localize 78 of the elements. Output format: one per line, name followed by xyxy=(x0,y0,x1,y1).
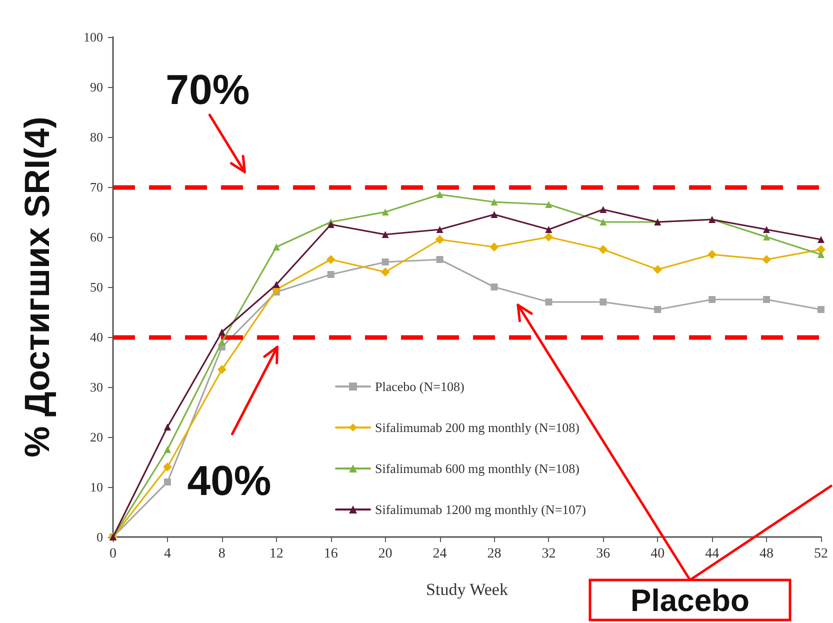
x-axis-title: Study Week xyxy=(426,580,508,599)
x-tick-label: 16 xyxy=(324,546,338,562)
point xyxy=(600,298,607,306)
x-tick-label: 20 xyxy=(378,546,392,562)
x-tick-label: 32 xyxy=(542,546,556,562)
point xyxy=(272,281,280,288)
ref-line-label: 40% xyxy=(187,457,272,504)
y-tick-label: 70 xyxy=(90,180,103,194)
point xyxy=(598,245,608,254)
point xyxy=(544,232,554,242)
point xyxy=(818,236,824,243)
point xyxy=(382,231,389,238)
point xyxy=(763,296,770,303)
point xyxy=(382,208,389,216)
point xyxy=(763,234,770,240)
y-tick-label: 80 xyxy=(90,130,103,144)
x-tick-label: 44 xyxy=(705,546,720,562)
x-tick-label: 28 xyxy=(487,546,502,562)
point xyxy=(818,306,824,313)
y-tick-label: 60 xyxy=(90,230,103,244)
text: Placebo xyxy=(630,583,750,618)
x-tick-label: 40 xyxy=(650,546,665,562)
point xyxy=(436,226,444,233)
point xyxy=(272,244,280,250)
ref-line-label: 70% xyxy=(166,66,250,113)
point xyxy=(218,328,226,336)
x-tick-label: 48 xyxy=(760,546,774,562)
point xyxy=(218,338,226,346)
point xyxy=(708,250,717,259)
point xyxy=(436,191,444,198)
point xyxy=(327,221,334,228)
point xyxy=(654,306,662,313)
point xyxy=(490,198,498,206)
point xyxy=(490,211,498,218)
y-tick-label: 20 xyxy=(90,430,103,444)
point xyxy=(326,255,336,264)
point xyxy=(382,258,389,266)
point xyxy=(818,251,824,258)
y-tick-label: 0 xyxy=(96,530,103,544)
legend-label: Sifalimumab 200 mg monthly (N=108) xyxy=(375,420,580,435)
x-tick-label: 12 xyxy=(269,546,284,562)
point xyxy=(327,271,334,278)
point xyxy=(162,462,172,472)
point xyxy=(708,296,716,303)
y-tick-label: 90 xyxy=(90,80,103,94)
point xyxy=(545,201,552,208)
point xyxy=(164,424,171,430)
point xyxy=(600,218,607,226)
point xyxy=(600,206,607,213)
y-tick-label: 40 xyxy=(90,330,103,344)
point xyxy=(164,478,171,486)
point xyxy=(653,265,662,274)
point xyxy=(762,255,772,264)
point xyxy=(164,446,171,453)
point xyxy=(490,242,499,252)
y-tick-label: 30 xyxy=(90,380,103,394)
y-tick-label: 50 xyxy=(90,280,103,294)
point xyxy=(545,298,552,306)
y-axis-title: % Достигших SRI(4) xyxy=(18,116,57,458)
point xyxy=(545,226,552,233)
legend-label: Placebo (N=108) xyxy=(375,379,464,394)
y-tick-label: 10 xyxy=(90,480,103,494)
y-tick-label: 100 xyxy=(84,30,103,44)
x-tick-label: 4 xyxy=(164,546,171,562)
point xyxy=(380,268,390,276)
x-tick-label: 52 xyxy=(814,546,828,562)
x-tick-label: 0 xyxy=(110,546,116,562)
x-tick-label: 8 xyxy=(218,546,226,562)
point xyxy=(490,284,498,290)
point xyxy=(435,235,444,244)
point xyxy=(763,226,770,233)
point xyxy=(217,365,226,374)
legend-label: Sifalimumab 1200 mg monthly (N=107) xyxy=(375,502,586,517)
x-tick-label: 36 xyxy=(596,546,610,562)
point xyxy=(816,245,826,254)
x-tick-label: 24 xyxy=(432,546,447,562)
point xyxy=(436,256,444,263)
legend-label: Sifalimumab 600 mg monthly (N=108) xyxy=(375,461,580,476)
